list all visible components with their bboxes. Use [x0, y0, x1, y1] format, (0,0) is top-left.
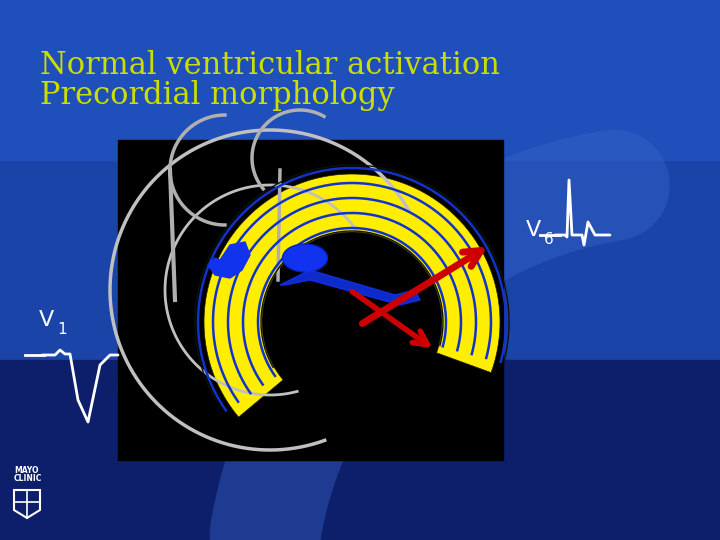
Text: 1: 1 [57, 322, 67, 338]
Polygon shape [208, 242, 250, 278]
Text: Precordial morphology: Precordial morphology [40, 80, 395, 111]
Text: Normal ventricular activation: Normal ventricular activation [40, 50, 500, 81]
Ellipse shape [282, 244, 328, 272]
Text: CLINIC: CLINIC [14, 474, 42, 483]
Bar [0, 360, 720, 540]
Text: 6: 6 [544, 233, 554, 247]
Text: $\mathrm{V}$: $\mathrm{V}$ [525, 220, 542, 240]
Bar [118, 140, 503, 460]
Bar [0, 0, 720, 160]
Polygon shape [280, 270, 420, 305]
Text: $\mathrm{V}$: $\mathrm{V}$ [38, 310, 55, 330]
Bar [118, 380, 498, 392]
Text: MAYO: MAYO [14, 466, 38, 475]
Polygon shape [204, 174, 500, 417]
